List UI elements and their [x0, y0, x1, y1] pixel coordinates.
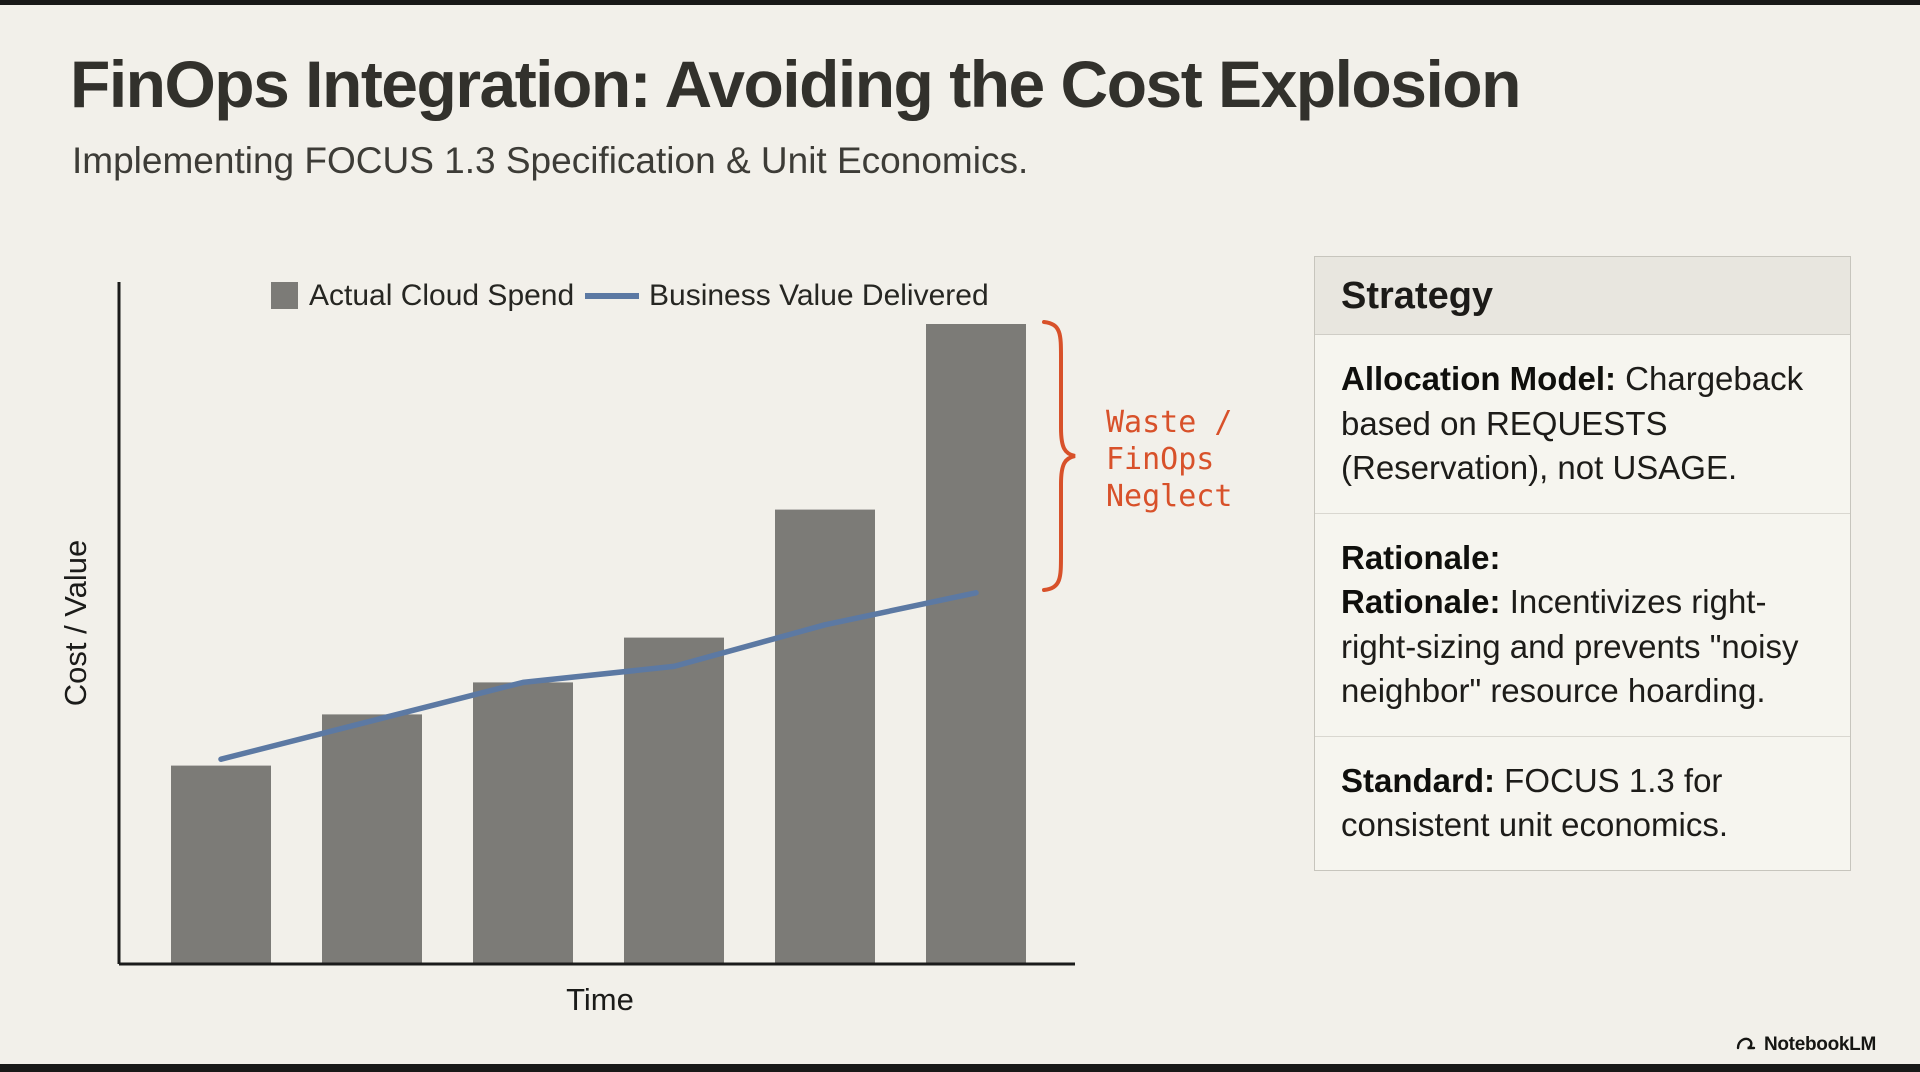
chart-canvas: Cost / Value Time Actual Cloud Spend Busine… [58, 279, 1232, 1017]
brand-footer: NotebookLM [1735, 1034, 1876, 1056]
bottom-edge-strip [0, 1064, 1920, 1072]
waste-annotation-line: FinOps [1106, 442, 1214, 477]
strategy-items: Allocation Model: Chargeback based on RE… [1315, 335, 1850, 870]
page-subtitle: Implementing FOCUS 1.3 Specification & U… [72, 140, 1029, 181]
spend-bar [322, 714, 422, 964]
y-axis-label: Cost / Value [60, 540, 93, 707]
spend-bar [775, 509, 875, 964]
strategy-panel: Strategy Allocation Model: Chargeback ba… [1314, 256, 1851, 871]
value-line [218, 590, 979, 762]
notebooklm-label: NotebookLM [1763, 1034, 1876, 1055]
strategy-item: Standard: FOCUS 1.3 for consistent unit … [1315, 737, 1850, 870]
strategy-line: Rationale: [1341, 538, 1501, 576]
spend-bar [171, 765, 271, 964]
spend-bar [624, 637, 724, 964]
spend-value-chart: Cost / Value Time Actual Cloud Spend Busine… [58, 270, 1250, 1055]
top-edge-strip [0, 0, 1920, 5]
notebooklm-logo-icon [1736, 1037, 1756, 1050]
legend-spend-label: Actual Cloud Spend [309, 279, 574, 312]
waste-annotation-line: Neglect [1106, 479, 1232, 514]
waste-brace [1042, 320, 1076, 592]
strategy-header: Strategy [1315, 257, 1850, 335]
strategy-line: Standard: FOCUS 1.3 for consistent unit … [1341, 761, 1729, 844]
legend-value-label: Business Value Delivered [649, 279, 989, 312]
x-axis-label: Time [566, 982, 634, 1017]
strategy-item: Allocation Model: Chargeback based on RE… [1315, 335, 1850, 514]
spend-bar [926, 324, 1026, 964]
spend-bar [473, 682, 573, 964]
legend-spend-swatch [271, 282, 298, 309]
waste-annotation-line: Waste / [1106, 405, 1232, 440]
strategy-line: Allocation Model: Chargeback based on RE… [1341, 360, 1804, 487]
page-title: FinOps Integration: Avoiding the Cost Ex… [70, 47, 1521, 121]
strategy-item: Rationale: Rationale: Incentivizes right-… [1315, 514, 1850, 737]
strategy-line: Rationale: Incentivizes right-right-sizi… [1341, 583, 1799, 710]
strategy-title: Strategy [1341, 275, 1494, 317]
